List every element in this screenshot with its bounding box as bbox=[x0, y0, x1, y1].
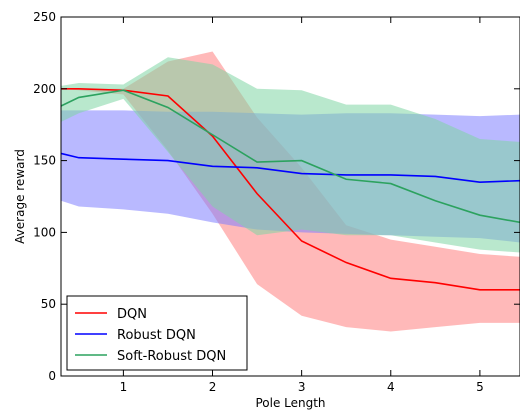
legend: DQN Robust DQN Soft-Robust DQN bbox=[66, 295, 248, 371]
band-series-2 bbox=[61, 57, 520, 253]
y-tick-label: 50 bbox=[41, 297, 56, 311]
y-tick-label: 100 bbox=[33, 225, 56, 239]
plot-frame bbox=[60, 16, 520, 377]
legend-entry-label: DQN bbox=[117, 307, 147, 322]
x-tick-label: 5 bbox=[476, 380, 484, 394]
x-tick-label: 2 bbox=[209, 380, 217, 394]
y-tick-label: 250 bbox=[33, 10, 56, 24]
legend-entry-label: Robust DQN bbox=[117, 328, 196, 343]
y-tick-label: 200 bbox=[33, 82, 56, 96]
x-axis-label: Pole Length bbox=[255, 396, 325, 410]
x-tick-label: 1 bbox=[120, 380, 128, 394]
series-lines bbox=[60, 88, 520, 291]
x-tick-label: 3 bbox=[298, 380, 306, 394]
line-series-1 bbox=[60, 152, 520, 183]
y-axis-label: Average reward bbox=[13, 149, 27, 244]
legend-entry-label: Soft-Robust DQN bbox=[117, 349, 226, 364]
confidence-bands bbox=[61, 51, 520, 332]
x-tick-label: 4 bbox=[387, 380, 395, 394]
line-series-2 bbox=[60, 89, 520, 224]
y-tick-label: 150 bbox=[33, 154, 56, 168]
y-tick-label: 0 bbox=[48, 369, 56, 383]
line-series-0 bbox=[61, 88, 520, 291]
legend-box bbox=[66, 295, 248, 371]
